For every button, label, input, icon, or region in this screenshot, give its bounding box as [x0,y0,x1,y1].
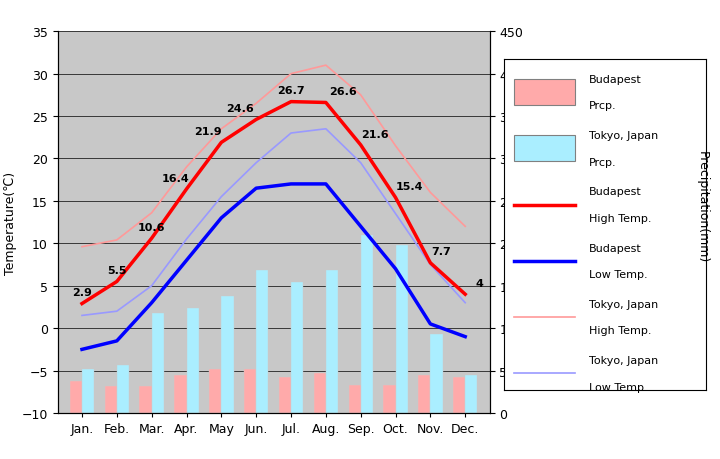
Text: Prcp.: Prcp. [589,101,616,111]
Text: Prcp.: Prcp. [589,157,616,167]
Text: 2.9: 2.9 [72,288,92,297]
FancyBboxPatch shape [514,136,575,162]
Text: High Temp.: High Temp. [589,213,651,224]
Text: 7.7: 7.7 [431,247,451,257]
Text: 21.9: 21.9 [194,127,221,137]
Text: 15.4: 15.4 [396,182,423,192]
Bar [209,369,221,413]
Text: 5.5: 5.5 [107,266,127,275]
Text: 26.6: 26.6 [328,87,356,97]
Y-axis label: Temperature(℃): Temperature(℃) [4,171,17,274]
Bar [279,378,291,413]
Text: 21.6: 21.6 [361,129,388,139]
Text: Budapest: Budapest [589,243,642,253]
Text: Low Temp.: Low Temp. [589,269,647,280]
Text: Precipitation(mm): Precipitation(mm) [696,151,709,263]
Text: Tokyo, Japan: Tokyo, Japan [589,355,658,365]
Text: 24.6: 24.6 [225,104,253,114]
Bar [70,381,82,413]
Bar [314,373,326,413]
Text: 4: 4 [475,278,483,288]
Bar [291,283,303,413]
Text: 10.6: 10.6 [138,223,166,232]
Text: Tokyo, Japan: Tokyo, Japan [589,299,658,309]
Bar [82,369,94,413]
Bar [348,385,361,413]
Bar [256,271,269,413]
Text: 26.7: 26.7 [277,86,305,96]
Bar [453,378,465,413]
Text: Budapest: Budapest [589,74,642,84]
Text: Tokyo, Japan: Tokyo, Japan [589,131,658,140]
Bar [383,385,395,413]
Bar [140,386,152,413]
Bar [395,246,408,413]
Bar [186,308,199,413]
Bar [152,313,164,413]
Bar [361,235,373,413]
Bar [174,375,186,413]
FancyBboxPatch shape [514,79,575,106]
Text: Budapest: Budapest [589,187,642,197]
Bar [418,375,431,413]
Bar [465,375,477,413]
Bar [431,334,443,413]
Bar [221,296,233,413]
Text: Low Temp.: Low Temp. [589,382,647,392]
Text: 16.4: 16.4 [161,174,189,183]
Bar [117,366,129,413]
Text: High Temp.: High Temp. [589,326,651,336]
Bar [104,386,117,413]
Bar [244,369,256,413]
Bar [326,271,338,413]
